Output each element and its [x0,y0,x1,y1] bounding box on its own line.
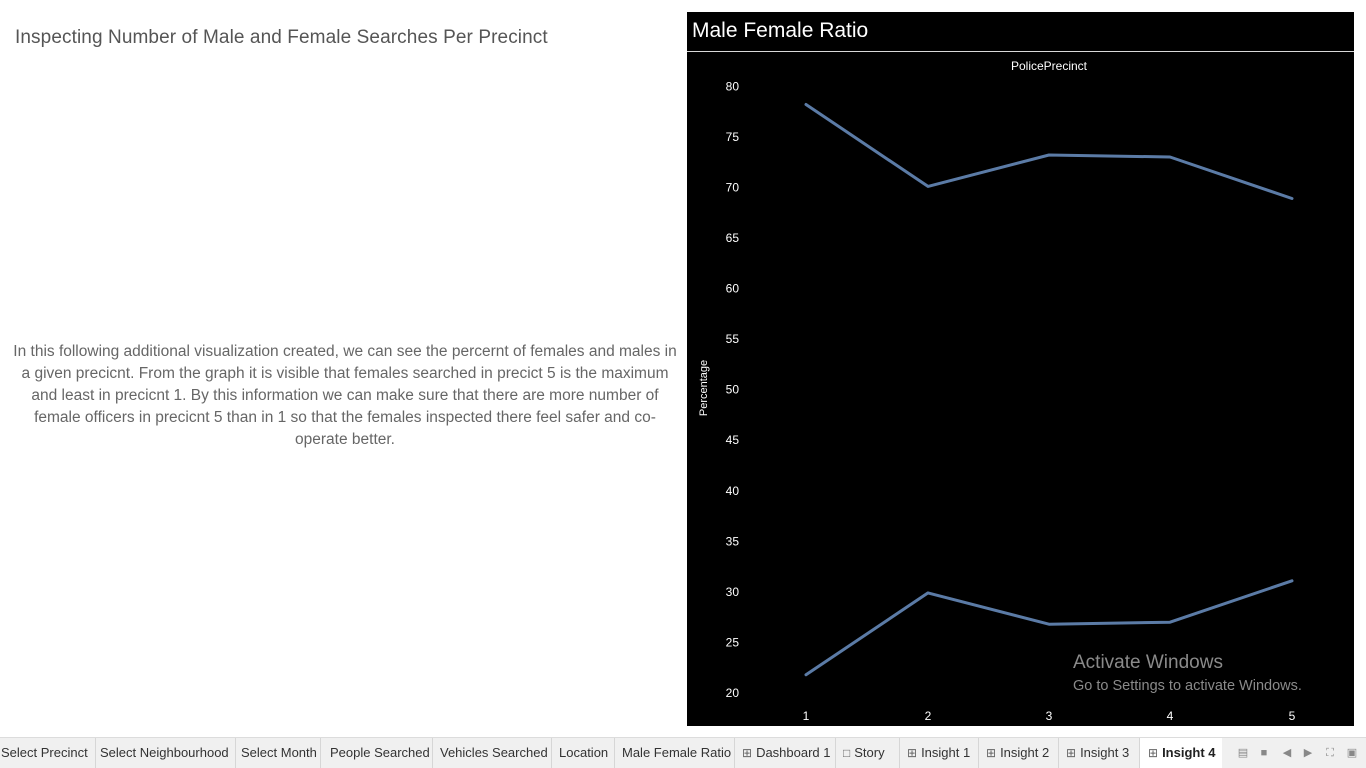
y-tick-label: 40 [726,484,740,498]
y-tick-label: 25 [726,635,740,649]
show-filmstrip-icon[interactable]: ■ [1260,747,1268,759]
tab-label: Location [559,745,609,760]
sheet-divider [687,51,1354,52]
y-tick-label: 75 [726,130,740,144]
y-tick-label: 20 [726,686,740,700]
y-tick-label: 70 [726,180,740,194]
tab-male-female-ratio[interactable]: Male Female Ratio [615,738,735,768]
dashboard-icon: ⊞ [1148,746,1159,760]
tab-location[interactable]: Location [552,738,615,768]
next-tab-icon[interactable]: ▶ [1303,747,1313,759]
x-tick-label: 4 [1167,709,1174,723]
show-sheet-sorter-icon[interactable]: ▤ [1237,747,1249,759]
line-chart: PolicePrecinctPercentage2025303540455055… [698,59,1296,723]
tab-label: Story [854,745,885,760]
sheet-tab-bar: ▤ ■ ◀ ▶ ⛶ ▣ Select Precinct Select Neighb… [0,737,1366,768]
tab-vehicles-searched[interactable]: Vehicles Searched [433,738,552,768]
tab-insight-2[interactable]: ⊞ Insight 2 [979,738,1059,768]
sheet-title: Male Female Ratio [692,19,869,42]
dashboard-description: In this following additional visualizati… [13,343,677,448]
y-axis-label: Percentage [698,360,710,416]
y-tick-label: 60 [726,282,740,296]
x-tick-label: 3 [1046,709,1053,723]
x-tick-label: 2 [925,709,932,723]
dashboard-icon: ⊞ [1066,746,1077,760]
y-tick-label: 80 [726,79,740,93]
y-tick-label: 35 [726,534,740,548]
dashboard-title: Inspecting Number of Male and Female Sea… [15,27,548,48]
series-line-2 [804,579,1294,677]
series-line-1 [804,103,1294,200]
tab-insight-4[interactable]: ⊞ Insight 4 [1140,738,1222,768]
tab-label: Insight 1 [921,745,971,760]
tab-label: Dashboard 1 [756,745,831,760]
x-tick-label: 5 [1289,709,1296,723]
watermark-line1: Activate Windows [1073,652,1223,673]
tab-story[interactable]: □ Story [836,738,900,768]
tab-label: Insight 3 [1080,745,1130,760]
previous-tab-icon[interactable]: ◀ [1282,747,1292,759]
y-tick-label: 45 [726,433,740,447]
tab-label: Select Month [241,745,317,760]
tab-insight-3[interactable]: ⊞ Insight 3 [1059,738,1140,768]
story-icon: □ [843,746,851,760]
tab-people-searched[interactable]: People Searched [321,738,433,768]
tab-select-precinct[interactable]: Select Precinct [0,738,96,768]
tab-dashboard-1[interactable]: ⊞ Dashboard 1 [735,738,836,768]
x-axis-label: PolicePrecinct [1011,59,1088,73]
tab-insight-1[interactable]: ⊞ Insight 1 [900,738,979,768]
tab-label: Male Female Ratio [622,745,732,760]
watermark-line2: Go to Settings to activate Windows. [1073,678,1302,694]
tab-label: Insight 2 [1000,745,1050,760]
fullscreen-icon[interactable]: ⛶ [1326,747,1334,759]
tab-label: Insight 4 [1162,745,1216,760]
dashboard-icon: ⊞ [742,746,753,760]
tab-select-neighbourhood[interactable]: Select Neighbourhood [96,738,236,768]
dashboard-icon: ⊞ [986,746,997,760]
tab-label: Select Precinct [1,745,88,760]
activate-windows-watermark: Activate Windows Go to Settings to activ… [1073,651,1302,697]
dashboard-icon: ⊞ [907,746,918,760]
tab-select-month[interactable]: Select Month [236,738,321,768]
y-tick-label: 55 [726,332,740,346]
tab-label: People Searched [330,745,430,760]
tab-label: Select Neighbourhood [100,745,229,760]
y-tick-label: 65 [726,231,740,245]
y-tick-label: 50 [726,383,740,397]
chart-sheet: Male Female Ratio PolicePrecinct Percenta… [687,12,1354,726]
tab-label: Vehicles Searched [440,745,548,760]
presentation-mode-icon[interactable]: ▣ [1346,747,1358,759]
x-tick-label: 1 [803,709,810,723]
y-tick-label: 30 [726,585,740,599]
